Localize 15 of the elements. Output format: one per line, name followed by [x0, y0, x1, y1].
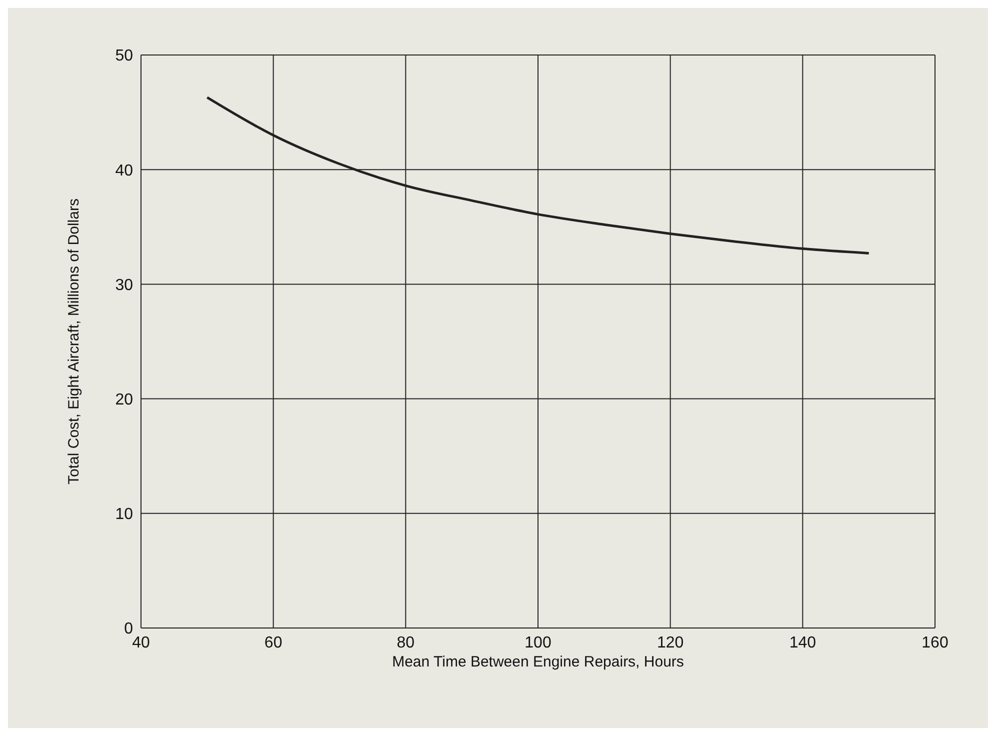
x-tick-label: 120 [656, 634, 684, 652]
y-tick-label: 20 [115, 391, 134, 408]
x-tick-label: 40 [132, 634, 150, 652]
y-tick-label: 10 [115, 506, 134, 524]
x-tick-label: 100 [524, 634, 552, 652]
y-tick-label: 30 [115, 276, 134, 294]
x-tick-label: 160 [922, 634, 948, 652]
x-tick-label: 60 [264, 634, 282, 652]
y-axis-title: Total Cost, Eight Aircraft, Millions of Dollars [65, 198, 82, 484]
x-tick-label: 140 [789, 634, 816, 652]
y-tick-label: 0 [124, 620, 134, 638]
y-tick-label: 40 [115, 162, 134, 180]
x-tick-label: 80 [396, 634, 415, 652]
y-tick-label: 50 [115, 48, 134, 65]
x-axis-title: Mean Time Between Engine Repairs, Hours [392, 654, 684, 671]
